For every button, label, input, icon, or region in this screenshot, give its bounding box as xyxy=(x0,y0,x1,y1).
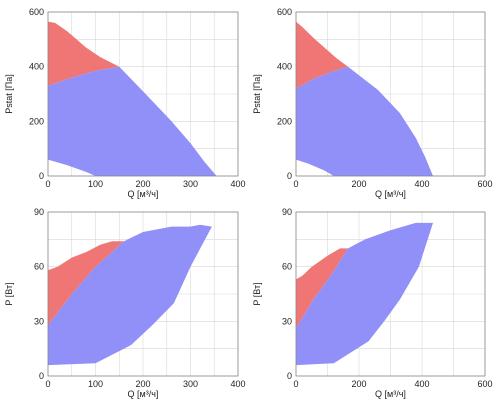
x-axis-label: Q [м³/ч] xyxy=(375,189,406,199)
y-tick-label: 400 xyxy=(29,62,44,72)
y-tick-label: 200 xyxy=(277,116,292,126)
x-axis-label: Q [м³/ч] xyxy=(375,389,406,399)
x-tick-label: 400 xyxy=(230,379,245,389)
y-tick-label: 400 xyxy=(277,62,292,72)
y-tick-label: 600 xyxy=(277,7,292,17)
x-tick-label: 200 xyxy=(135,379,150,389)
y-tick-label: 30 xyxy=(282,316,292,326)
y-axis-label: Pstat [Па] xyxy=(252,74,262,114)
red-region xyxy=(48,21,120,86)
y-axis-label: Pstat [Па] xyxy=(4,74,14,114)
y-tick-label: 90 xyxy=(282,207,292,217)
plot-frame xyxy=(47,11,239,177)
x-tick-label: 0 xyxy=(293,179,298,189)
x-tick-label: 300 xyxy=(183,379,198,389)
y-tick-label: 600 xyxy=(29,7,44,17)
y-tick-label: 0 xyxy=(287,171,292,181)
blue-region xyxy=(48,66,217,176)
x-tick-label: 200 xyxy=(351,379,366,389)
chart-panel-3: 0 100 200 300 400 0 30 60 90 Q [м³/ч] P [Вт] xyxy=(4,207,246,399)
blue-region xyxy=(296,66,433,176)
y-tick-label: 60 xyxy=(282,262,292,272)
x-tick-label: 600 xyxy=(477,379,492,389)
x-tick-label: 200 xyxy=(135,179,150,189)
chart-panel-4: 0 200 400 600 0 30 60 90 Q [м³/ч] P [Вт] xyxy=(252,207,493,399)
x-axis-label: Q [м³/ч] xyxy=(128,389,159,399)
plot-frame xyxy=(295,211,486,377)
x-tick-label: 0 xyxy=(45,379,50,389)
x-tick-label: 600 xyxy=(477,179,492,189)
y-axis-label: P [Вт] xyxy=(252,282,262,305)
y-tick-label: 200 xyxy=(29,116,44,126)
x-tick-label: 400 xyxy=(414,379,429,389)
blue-region xyxy=(48,224,212,366)
blue-region xyxy=(296,222,433,366)
plot-frame xyxy=(47,211,239,377)
y-tick-label: 0 xyxy=(39,171,44,181)
x-tick-label: 300 xyxy=(183,179,198,189)
y-tick-label: 0 xyxy=(287,371,292,381)
x-tick-label: 0 xyxy=(293,379,298,389)
y-tick-label: 90 xyxy=(34,207,44,217)
y-tick-label: 60 xyxy=(34,262,44,272)
x-tick-label: 200 xyxy=(351,179,366,189)
x-axis-label: Q [м³/ч] xyxy=(128,189,159,199)
y-tick-label: 0 xyxy=(39,371,44,381)
y-tick-label: 30 xyxy=(34,316,44,326)
chart-panel-1: 0 100 200 300 400 0 200 400 600 Q [м³/ч] Pstat [Па… xyxy=(4,7,246,199)
red-region xyxy=(48,241,124,325)
red-region xyxy=(296,21,348,89)
x-tick-label: 400 xyxy=(230,179,245,189)
red-region xyxy=(296,248,348,329)
x-tick-label: 100 xyxy=(88,379,103,389)
chart-panel-2: 0 200 400 600 0 200 400 600 Q [м³/ч] Pstat [Па] xyxy=(252,7,493,199)
plot-frame xyxy=(295,11,486,177)
y-axis-label: P [Вт] xyxy=(4,282,14,305)
x-tick-label: 0 xyxy=(45,179,50,189)
x-tick-label: 100 xyxy=(88,179,103,189)
x-tick-label: 400 xyxy=(414,179,429,189)
